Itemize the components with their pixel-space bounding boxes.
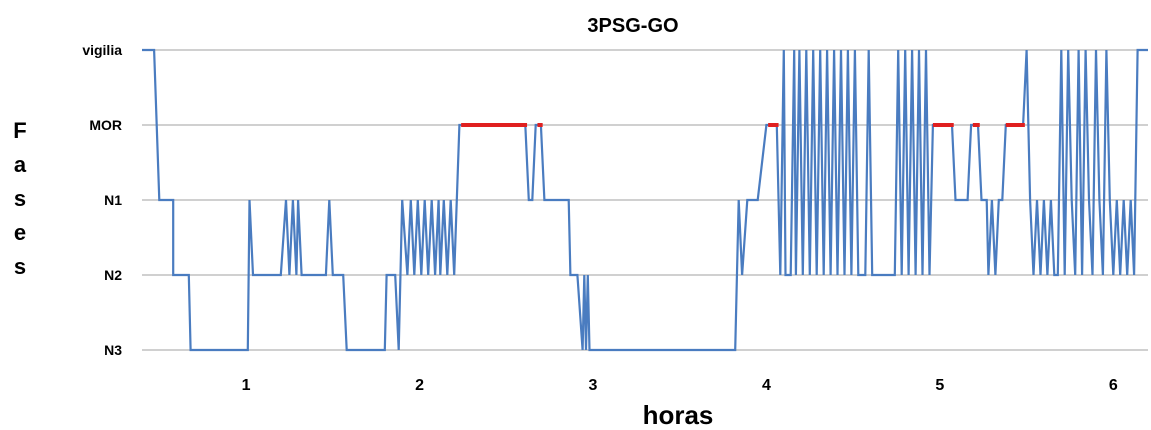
y-tick-label: N3 bbox=[104, 342, 122, 358]
x-tick-label: 3 bbox=[589, 377, 598, 394]
y-axis-label-letter: F bbox=[13, 118, 26, 143]
x-tick-label: 1 bbox=[242, 377, 251, 394]
series-line-sleep-stage bbox=[142, 48, 1148, 352]
x-tick-label: 2 bbox=[415, 377, 424, 394]
y-tick-label: MOR bbox=[89, 117, 122, 133]
x-tick-label: 5 bbox=[935, 377, 944, 394]
y-axis-label-letter: e bbox=[14, 220, 26, 245]
x-tick-label: 6 bbox=[1109, 377, 1118, 394]
x-axis-label: horas bbox=[643, 400, 714, 430]
y-tick-labels: N3 N2 N1 MOR vigilia bbox=[82, 42, 122, 358]
y-axis-label-letter: a bbox=[14, 152, 27, 177]
chart-title: 3PSG-GO bbox=[587, 15, 678, 37]
y-axis-label-letter: s bbox=[14, 254, 26, 279]
y-tick-label: vigilia bbox=[82, 42, 122, 58]
y-tick-label: N2 bbox=[104, 267, 122, 283]
x-tick-label: 4 bbox=[762, 377, 771, 394]
y-axis-label-letter: s bbox=[14, 186, 26, 211]
x-tick-labels: 1 2 3 4 5 6 bbox=[242, 377, 1118, 394]
y-tick-label: N1 bbox=[104, 192, 122, 208]
